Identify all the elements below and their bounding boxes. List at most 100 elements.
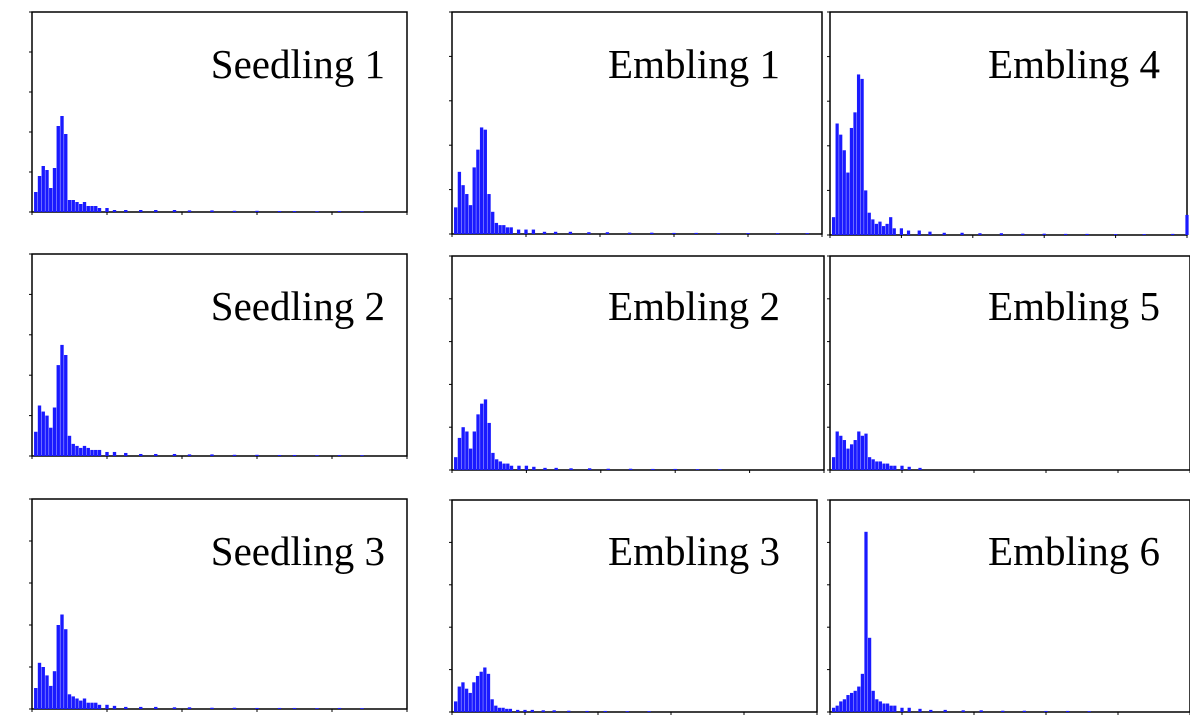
histogram-bar	[494, 459, 499, 470]
histogram-bar	[587, 232, 591, 234]
histogram-bar	[315, 708, 319, 709]
histogram-bar	[509, 227, 513, 234]
histogram-bar	[553, 231, 558, 234]
histogram-bar	[860, 435, 865, 470]
histogram-bar	[978, 233, 982, 235]
histogram-bar	[124, 452, 128, 456]
histogram-bar	[1113, 234, 1118, 235]
histogram-bar	[112, 451, 117, 456]
histogram-bar	[878, 221, 882, 235]
histogram-bar	[45, 675, 49, 709]
histogram-bar	[1001, 710, 1005, 712]
histogram-bar	[509, 465, 514, 470]
histogram-bar	[75, 202, 79, 212]
histogram-bar	[893, 465, 897, 470]
histogram-bar	[292, 454, 297, 456]
histogram-bar	[831, 707, 836, 712]
histogram-bar	[82, 445, 87, 456]
histogram-bar	[979, 710, 983, 712]
histogram-bar	[960, 232, 964, 235]
panel-title: Seedling 2	[210, 283, 385, 329]
histogram-bar	[999, 233, 1003, 235]
histogram-bar	[49, 427, 53, 456]
histogram-bar	[552, 710, 556, 712]
histogram-plot	[29, 253, 408, 459]
histogram-bar	[497, 707, 502, 712]
histogram-bar	[842, 150, 846, 235]
histogram-bar	[746, 233, 750, 234]
histogram-bar	[34, 688, 38, 709]
histogram-bar	[45, 170, 49, 212]
histogram-bar	[476, 414, 480, 470]
histogram-bar	[154, 210, 158, 212]
histogram-bar	[71, 200, 75, 212]
histogram-bar	[543, 467, 547, 470]
histogram-bar	[867, 457, 872, 470]
histogram-bar	[64, 355, 68, 456]
histogram-bar	[210, 210, 214, 212]
histogram-bar	[900, 707, 904, 712]
histogram-bar	[465, 194, 469, 234]
plot-frame	[829, 255, 1190, 471]
histogram-bar	[849, 444, 854, 470]
histogram-bar	[569, 468, 573, 470]
histogram-bar	[542, 231, 547, 234]
histogram-bar	[867, 637, 872, 712]
histogram-bar	[899, 228, 904, 235]
histogram-bar	[277, 454, 282, 456]
histogram-bar	[849, 127, 854, 235]
histogram-bar	[49, 188, 53, 212]
histogram-bar	[1171, 233, 1175, 235]
plot-frame	[31, 11, 408, 213]
histogram-bar	[465, 431, 469, 470]
plot-frame	[451, 499, 818, 713]
histogram-bar	[41, 411, 45, 456]
histogram-bar	[187, 454, 192, 456]
histogram-bar	[554, 467, 558, 470]
histogram-bar	[716, 233, 721, 234]
histogram-bar	[857, 686, 861, 712]
histogram-bar	[918, 467, 922, 470]
histogram-bar	[360, 708, 364, 709]
histogram-bar	[875, 699, 879, 712]
histogram-bar	[524, 465, 529, 470]
histogram-bar	[232, 454, 237, 456]
histogram-bar	[232, 210, 237, 212]
histogram-bar	[516, 229, 521, 234]
histogram-bar	[454, 207, 458, 234]
histogram-bar	[857, 431, 861, 470]
histogram-panel: Seedling 2	[10, 250, 415, 465]
histogram-bar	[154, 453, 158, 456]
histogram-bar	[502, 463, 506, 470]
histogram-bar	[479, 127, 484, 234]
histogram-bar	[846, 448, 850, 470]
histogram-bar	[505, 227, 510, 234]
histogram-bar	[585, 710, 589, 712]
histogram-bar	[487, 194, 491, 234]
histogram-bar	[907, 466, 911, 470]
histogram-bar	[34, 192, 38, 212]
histogram-bar	[508, 708, 513, 712]
histogram-bar	[871, 459, 875, 470]
histogram-bar	[853, 112, 857, 235]
plot-frame	[451, 11, 823, 235]
histogram-bar	[882, 463, 886, 470]
histogram-panel: Embling 6	[808, 495, 1190, 717]
histogram-bar	[454, 457, 458, 470]
plot-frame	[829, 499, 1190, 713]
histogram-bar	[67, 435, 72, 456]
histogram-bar	[524, 229, 528, 234]
histogram-bar	[124, 706, 128, 709]
histogram-bar	[172, 453, 177, 456]
histogram-bar	[472, 682, 476, 712]
histogram-bar	[461, 682, 465, 712]
histogram-bar	[864, 531, 868, 712]
histogram-bar	[277, 211, 282, 212]
histogram-bar	[232, 707, 237, 709]
histogram-bar	[568, 231, 573, 234]
histogram-bar	[277, 707, 282, 709]
histogram-bar	[831, 217, 836, 235]
histogram-bar	[647, 711, 651, 712]
histogram-bar	[516, 709, 520, 712]
histogram-bar	[835, 705, 839, 712]
